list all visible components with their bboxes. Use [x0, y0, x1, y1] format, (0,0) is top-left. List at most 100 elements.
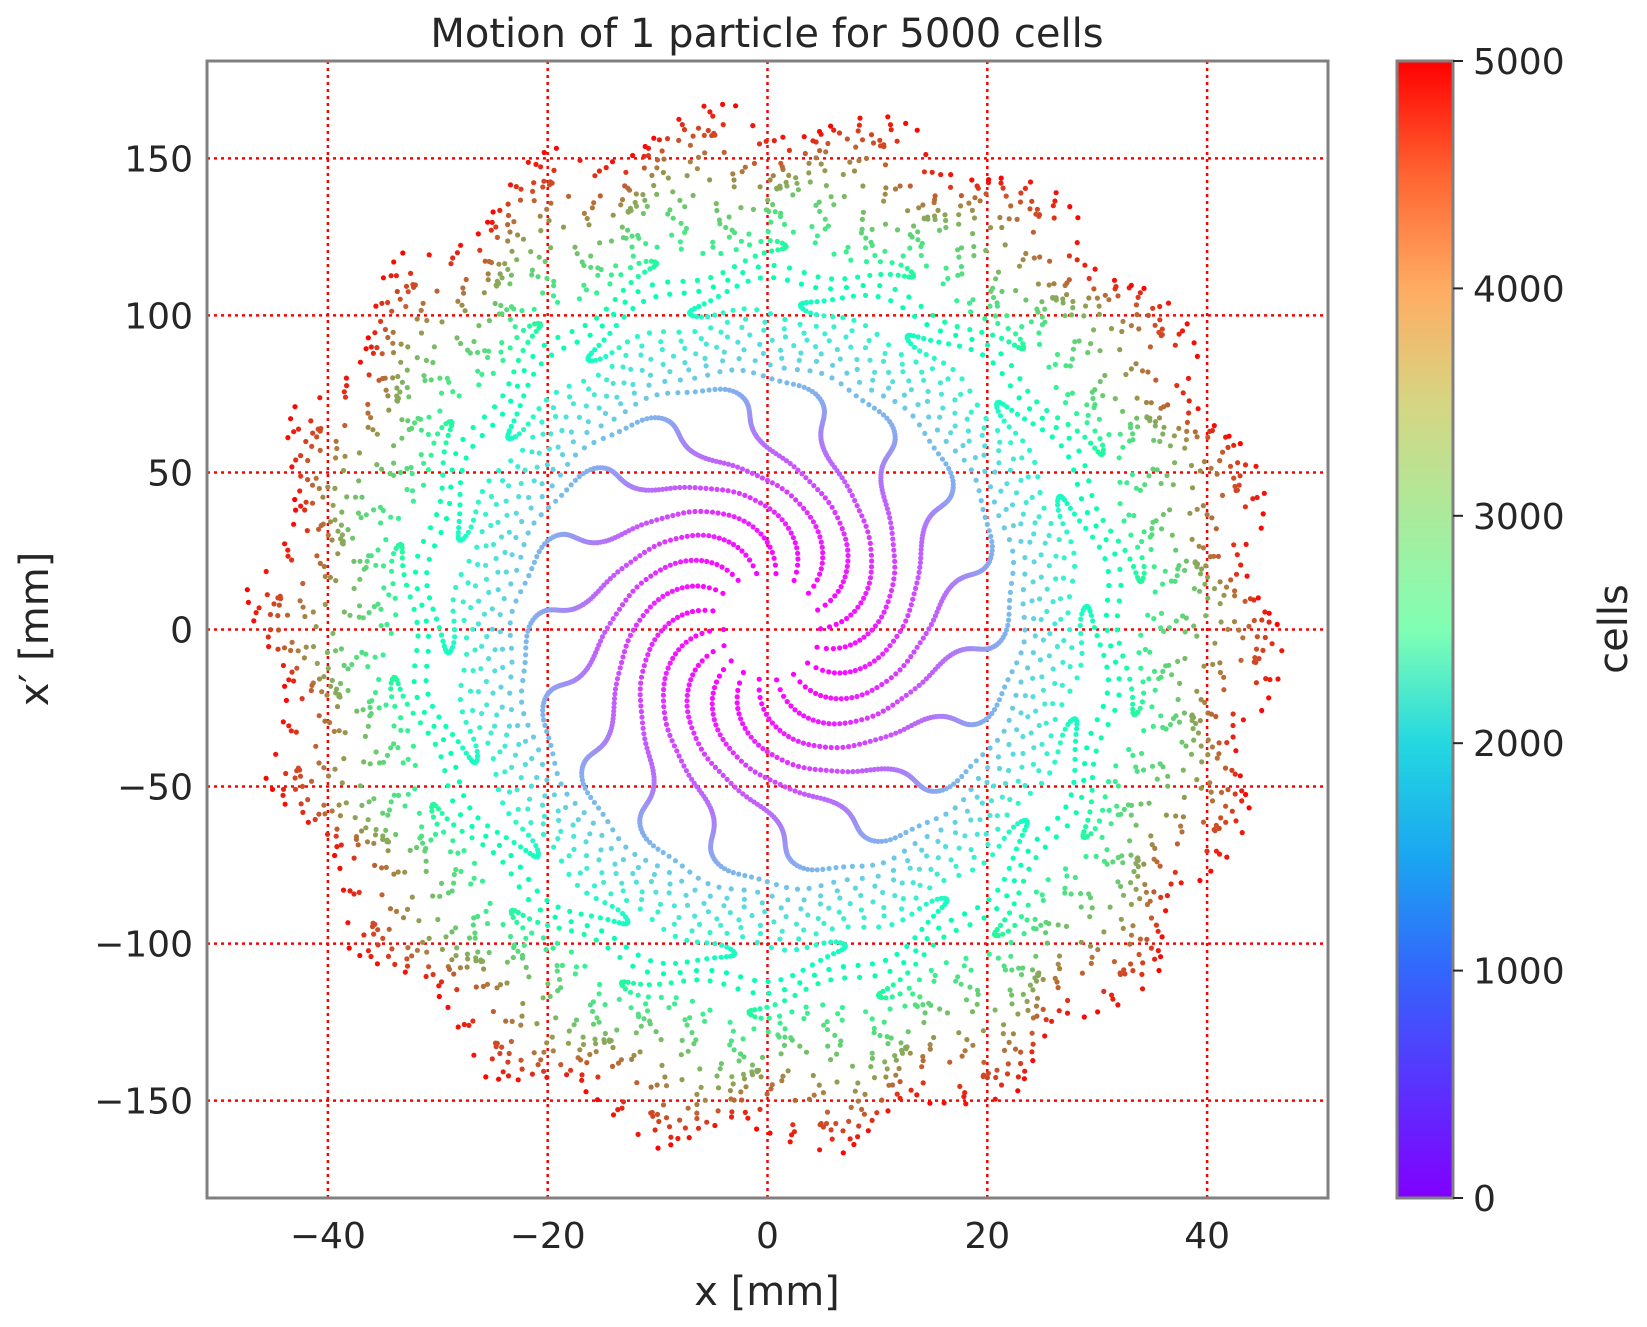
data-point — [1018, 538, 1024, 544]
data-point — [664, 591, 671, 597]
data-point — [1164, 472, 1170, 479]
data-point — [585, 790, 591, 796]
data-point — [505, 222, 511, 228]
data-point — [370, 350, 376, 356]
data-point — [819, 491, 825, 497]
data-point — [1067, 664, 1073, 670]
data-point — [527, 850, 533, 857]
data-point — [1026, 406, 1033, 412]
data-point — [629, 244, 635, 250]
data-point — [906, 985, 912, 991]
data-point — [777, 183, 783, 189]
data-point — [738, 924, 744, 931]
data-point — [1091, 327, 1097, 333]
data-point — [496, 468, 502, 474]
data-point — [878, 271, 884, 277]
data-point — [405, 945, 411, 951]
data-point — [721, 349, 727, 355]
data-point — [521, 711, 527, 717]
data-point — [764, 539, 770, 546]
data-point — [338, 522, 344, 528]
data-point — [682, 1017, 688, 1023]
data-point — [572, 477, 579, 483]
data-point — [1062, 400, 1069, 406]
data-point — [497, 271, 503, 277]
data-point — [1146, 473, 1152, 479]
data-point — [911, 591, 917, 597]
data-point — [809, 962, 816, 968]
data-point — [1006, 339, 1012, 345]
data-point — [885, 705, 891, 711]
data-point — [547, 993, 553, 1000]
data-point — [1172, 869, 1178, 875]
data-point — [298, 473, 304, 479]
data-point — [620, 654, 626, 660]
data-point — [380, 935, 386, 942]
data-point — [469, 835, 475, 841]
data-point — [1203, 563, 1209, 569]
data-point — [345, 687, 351, 694]
data-point — [1117, 347, 1123, 353]
data-point — [751, 370, 757, 376]
data-point — [506, 529, 512, 535]
data-point — [372, 832, 379, 838]
data-point — [684, 937, 690, 943]
data-point — [931, 445, 937, 451]
data-point — [628, 279, 634, 286]
data-point — [477, 725, 483, 731]
data-point — [818, 883, 824, 889]
data-point — [1079, 794, 1085, 800]
data-point — [865, 1128, 871, 1134]
data-point — [513, 184, 519, 190]
data-point — [1028, 319, 1034, 325]
data-point — [986, 897, 992, 903]
data-point — [720, 270, 726, 276]
data-point — [438, 390, 445, 396]
data-point — [1198, 743, 1204, 749]
data-point — [822, 744, 829, 750]
data-point — [467, 728, 473, 734]
data-point — [609, 363, 615, 369]
data-point — [303, 499, 309, 505]
data-point — [1024, 917, 1030, 923]
data-point — [1010, 855, 1016, 861]
data-point — [901, 848, 908, 854]
data-point — [757, 1106, 763, 1112]
data-point — [588, 350, 595, 356]
data-point — [765, 1029, 771, 1035]
data-point — [625, 979, 631, 985]
data-point — [441, 643, 447, 649]
data-point — [994, 1067, 1000, 1073]
data-point — [806, 885, 812, 892]
data-point — [716, 217, 723, 223]
data-point — [608, 845, 614, 852]
data-point — [918, 555, 924, 561]
data-point — [615, 907, 621, 913]
data-point — [856, 1123, 862, 1129]
data-point — [337, 680, 344, 687]
data-point — [994, 813, 1001, 819]
data-point — [952, 819, 958, 825]
data-point — [395, 869, 401, 875]
data-point — [443, 934, 449, 940]
data-point — [466, 1022, 472, 1028]
data-point — [1064, 529, 1070, 535]
data-point — [458, 682, 464, 689]
data-point — [519, 955, 526, 961]
data-point — [556, 817, 562, 824]
data-point — [941, 934, 947, 940]
data-point — [503, 1018, 509, 1024]
data-point — [1019, 455, 1025, 461]
data-point — [538, 512, 544, 518]
data-point — [461, 793, 467, 799]
data-point — [897, 728, 903, 734]
data-point — [720, 101, 726, 107]
data-point — [1140, 575, 1146, 581]
data-point — [434, 511, 440, 518]
data-point — [698, 1084, 704, 1090]
data-point — [871, 405, 878, 411]
data-point — [1152, 322, 1158, 328]
data-point — [597, 356, 603, 362]
data-point — [1089, 905, 1095, 911]
data-point — [674, 586, 680, 593]
